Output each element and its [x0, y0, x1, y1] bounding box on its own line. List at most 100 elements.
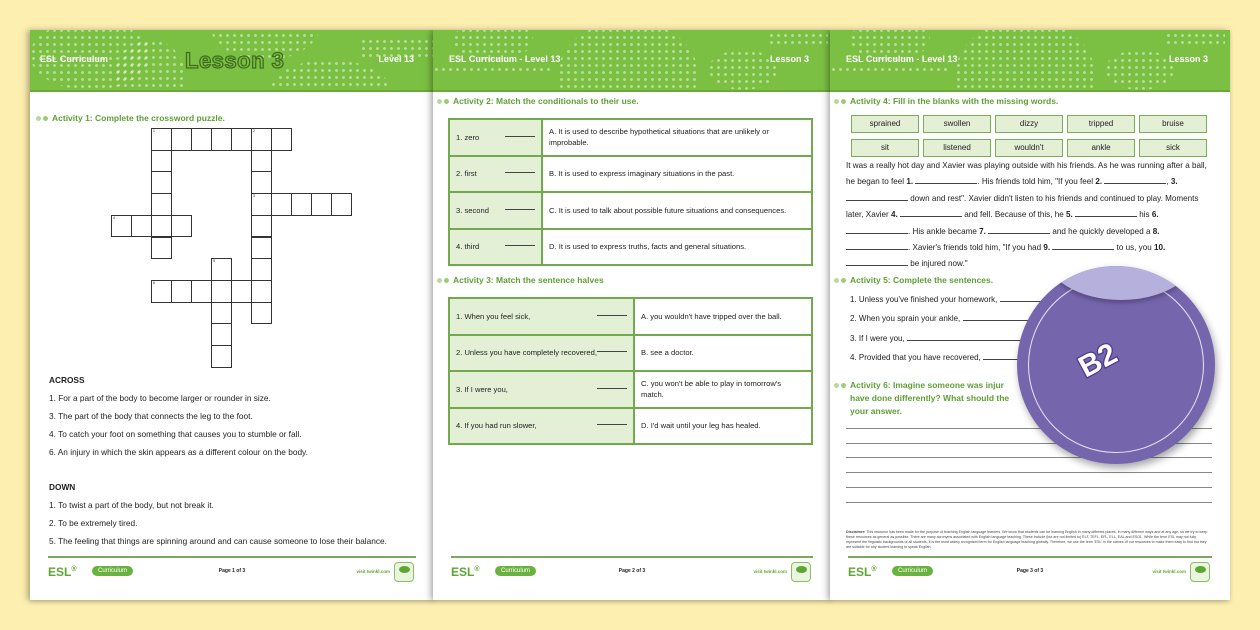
esl-logo: ESL® [848, 565, 877, 579]
fill-blank[interactable] [1104, 183, 1167, 185]
match-left-text: 2. Unless you have completely recovered, [456, 348, 597, 358]
crossword-cell[interactable] [151, 236, 172, 260]
page-number: Page 1 of 3 [218, 568, 246, 574]
crossword-cell[interactable] [211, 301, 232, 325]
blank-number: 4. [891, 210, 898, 220]
fill-blank[interactable] [900, 216, 963, 218]
paragraph-text: . His friends told him, "If you feel [977, 177, 1096, 187]
crossword-cell[interactable] [331, 193, 352, 216]
word-bank-item: sick [1139, 139, 1207, 157]
answer-blank[interactable] [505, 245, 535, 247]
blank-number: 9. [1043, 243, 1051, 253]
match-left-cell: 3. If I were you, [448, 370, 635, 409]
table-row: 1. When you feel sick, A. you wouldn't ha… [448, 297, 813, 336]
crossword-cell[interactable] [151, 149, 172, 173]
crossword-cell[interactable] [271, 193, 292, 216]
crossword-cell[interactable] [151, 193, 172, 216]
crossword-cell[interactable]: 5 [211, 258, 232, 281]
answer-blank[interactable] [597, 424, 627, 426]
answer-blank[interactable] [505, 172, 535, 174]
crossword-cell[interactable] [251, 171, 272, 195]
sentence-blank[interactable] [962, 320, 1083, 322]
crossword-cell[interactable]: 2 [251, 128, 272, 151]
crossword-cell[interactable] [251, 214, 272, 238]
activity-6-title: Activity 6: Imagine someone was injur hav… [834, 379, 1009, 418]
blank-number: 7. [979, 226, 986, 236]
match-left-text: 1. When you feel sick, [456, 311, 531, 321]
answer-blank[interactable] [597, 314, 627, 316]
crossword-cell[interactable] [251, 149, 272, 173]
curriculum-pill: Curriculum [92, 566, 134, 576]
crossword-cell[interactable] [191, 279, 212, 303]
crossword-cell[interactable] [291, 193, 312, 216]
word-bank-item: bruise [1139, 115, 1207, 133]
paragraph-text: . Xavier's friends told him, "If you had [908, 243, 1044, 253]
activity-5-title: Activity 5: Complete the sentences. [834, 274, 993, 287]
fill-blank[interactable] [1074, 216, 1137, 218]
word-bank-item: swollen [923, 115, 991, 133]
match-right-cell: D. It is used to express truths, facts a… [541, 227, 813, 266]
website-link[interactable]: visit twinkl.com [753, 569, 787, 574]
match-left-cell: 3. second [448, 191, 543, 230]
website-link[interactable]: visit twinkl.com [356, 569, 390, 574]
crossword-cell[interactable] [251, 258, 272, 281]
clue-number: 6 [153, 280, 155, 285]
crossword-cell[interactable] [191, 128, 212, 151]
answer-blank[interactable] [597, 387, 627, 389]
crossword-cell[interactable] [211, 279, 232, 303]
match-left-text: 3. If I were you, [456, 384, 508, 394]
website-link[interactable]: visit twinkl.com [1152, 569, 1186, 574]
crossword-cell[interactable] [231, 279, 252, 303]
match-right-cell: C. you won't be able to play in tomorrow… [633, 370, 813, 409]
crossword-cell[interactable] [171, 279, 192, 303]
fill-blank[interactable] [988, 232, 1051, 234]
crossword-cell[interactable] [251, 279, 272, 303]
crossword-cell[interactable] [271, 128, 292, 151]
clue-number: 2 [253, 129, 255, 133]
sentence-blank[interactable] [906, 339, 1027, 341]
crossword-cell[interactable] [211, 323, 232, 346]
fill-blank[interactable] [1052, 249, 1115, 251]
sentence-halves-table: 1. When you feel sick, A. you wouldn't ha… [448, 297, 813, 445]
fill-blank[interactable] [915, 183, 978, 185]
level-sticker: B2 [1017, 266, 1215, 464]
match-left-cell: 2. Unless you have completely recovered, [448, 333, 635, 372]
crossword-cell[interactable]: 1 [151, 128, 172, 151]
crossword-cell[interactable] [151, 171, 172, 195]
crossword-cell[interactable]: 3 [251, 193, 272, 216]
paragraph-text: , [1166, 177, 1171, 187]
crossword-cell[interactable] [251, 236, 272, 260]
crossword-cell[interactable] [211, 345, 232, 368]
writing-line[interactable] [846, 486, 1212, 488]
twinkl-badge-icon [791, 562, 811, 582]
table-row: 4. If you had run slower, D. I'd wait unt… [448, 406, 813, 445]
activity-1-title: Activity 1: Complete the crossword puzzl… [36, 112, 225, 125]
writing-line[interactable] [846, 501, 1212, 503]
answer-blank[interactable] [505, 208, 535, 210]
fill-blank[interactable] [846, 265, 908, 267]
answer-blank[interactable] [597, 351, 627, 353]
paragraph-text: and he quickly developed a [1050, 226, 1153, 236]
fill-in-paragraph: It was a really hot day and Xavier was p… [846, 158, 1216, 273]
fill-blank[interactable] [846, 249, 908, 251]
crossword-cell[interactable] [231, 128, 252, 151]
crossword-cell[interactable]: 4 [111, 214, 132, 238]
match-right-cell: D. I'd wait until your leg has healed. [633, 406, 813, 445]
writing-line[interactable] [846, 442, 1212, 444]
crossword-cell[interactable] [211, 128, 232, 151]
crossword-cell[interactable] [171, 214, 192, 238]
across-clue: 6. An injury in which the skin appears a… [49, 447, 308, 457]
crossword-cell[interactable]: 6 [151, 279, 172, 303]
fill-blank[interactable] [846, 199, 908, 201]
crossword-cell[interactable] [131, 214, 152, 238]
curriculum-pill: Curriculum [495, 566, 537, 576]
fill-blank[interactable] [846, 232, 908, 234]
crossword-cell[interactable] [251, 301, 272, 325]
crossword-cell[interactable] [311, 193, 332, 216]
crossword-cell[interactable] [171, 128, 192, 151]
answer-blank[interactable] [505, 135, 535, 137]
writing-line[interactable] [846, 428, 1212, 429]
crossword-cell[interactable] [151, 214, 172, 238]
writing-line[interactable] [846, 472, 1212, 474]
writing-line[interactable] [846, 457, 1212, 459]
